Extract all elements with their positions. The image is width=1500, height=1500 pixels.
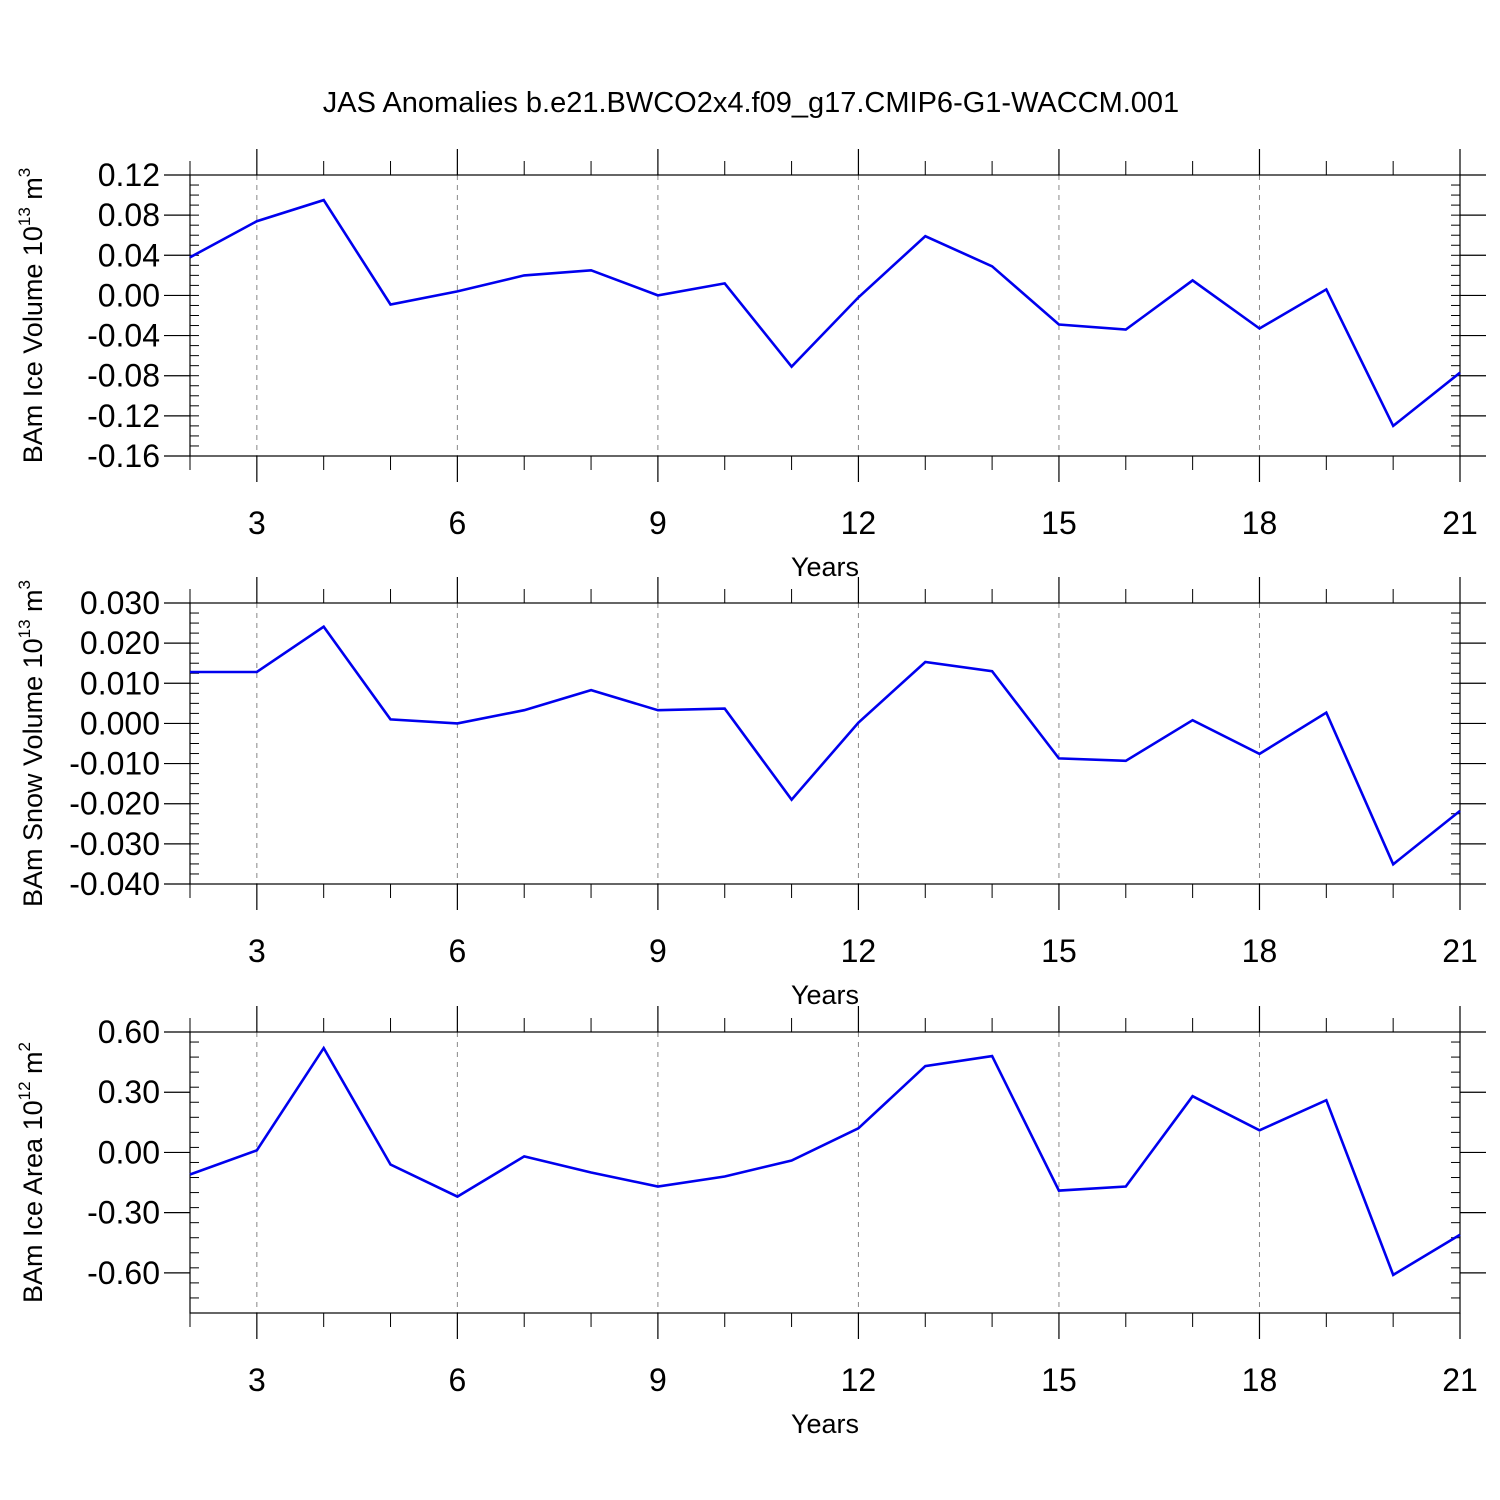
plot-frame <box>189 602 1461 885</box>
x-tick-label: 9 <box>649 505 667 541</box>
y-tick-label: -0.020 <box>69 786 160 822</box>
y-tick-label: 0.030 <box>80 585 160 621</box>
y-tick-label: 0.08 <box>98 197 160 233</box>
y-label-unit: m <box>18 177 48 207</box>
x-tick-label: 3 <box>248 505 266 541</box>
y-axis-label: BAm Ice Area 1012 m2 <box>15 1042 48 1303</box>
x-tick-label: 21 <box>1442 933 1478 969</box>
y-tick-label: 0.12 <box>98 157 160 193</box>
y-tick-label: -0.12 <box>87 398 160 434</box>
y-label-unit: m <box>18 1051 48 1081</box>
x-tick-label: 3 <box>248 933 266 969</box>
panel-3: -0.60 -0.30 0.00 0.30 0.60 3 6 9 12 15 18 21 Years BA… <box>15 1006 1486 1439</box>
x-tick-label: 12 <box>841 505 877 541</box>
x-tick-label: 9 <box>649 1362 667 1398</box>
y-label-exponent: 12 <box>15 1081 34 1100</box>
y-tick-label: 0.04 <box>98 237 160 273</box>
y-label-text: BAm Ice Volume 10 <box>18 226 48 463</box>
y-axis-label: BAm Snow Volume 1013 m3 <box>15 580 48 907</box>
x-tick-label: 12 <box>841 933 877 969</box>
plot-frame <box>189 1031 1461 1314</box>
chart-title: JAS Anomalies b.e21.BWCO2x4.f09_g17.CMIP… <box>323 87 1179 119</box>
series-line <box>189 1045 1461 1277</box>
y-tick-label: 0.010 <box>80 665 160 701</box>
x-tick-label: 6 <box>448 505 466 541</box>
y-tick-label: -0.010 <box>69 746 160 782</box>
y-tick-label: 0.30 <box>98 1074 160 1110</box>
series-line <box>190 624 1461 867</box>
x-tick-label: 15 <box>1041 933 1077 969</box>
y-tick-label: 0.00 <box>98 1134 160 1170</box>
y-tick-label: -0.30 <box>87 1195 160 1231</box>
x-tick-label: 21 <box>1442 505 1478 541</box>
y-label-text: BAm Snow Volume 10 <box>18 638 48 907</box>
y-tick-label: -0.60 <box>87 1255 160 1291</box>
x-tick-label: 12 <box>841 1362 877 1398</box>
panel-1: -0.16 -0.12 -0.08 -0.04 0.00 0.04 0.08 0.12 3 6 9 1… <box>15 149 1486 582</box>
y-label-unit: m <box>18 589 48 619</box>
x-tick-label: 18 <box>1242 505 1278 541</box>
x-tick-label: 9 <box>649 933 667 969</box>
y-tick-label: -0.030 <box>69 826 160 862</box>
y-axis-label: BAm Ice Volume 1013 m3 <box>15 168 48 464</box>
y-tick-label: 0.000 <box>80 705 160 741</box>
x-tick-label: 6 <box>448 1362 466 1398</box>
y-label-unit-exponent: 3 <box>15 168 34 177</box>
series-line <box>189 198 1461 428</box>
y-label-unit-exponent: 3 <box>15 580 34 589</box>
y-tick-label: -0.040 <box>69 866 160 902</box>
x-axis-label: Years <box>791 980 859 1010</box>
y-tick-label: -0.04 <box>87 318 160 354</box>
x-tick-label: 3 <box>248 1362 266 1398</box>
panels: -0.16 -0.12 -0.08 -0.04 0.00 0.04 0.08 0.12 3 6 9 1… <box>15 149 1486 1439</box>
y-label-exponent: 13 <box>15 619 34 638</box>
y-tick-label: -0.08 <box>87 358 160 394</box>
y-tick-label: 0.020 <box>80 625 160 661</box>
y-tick-label: 0.00 <box>98 277 160 313</box>
y-label-exponent: 13 <box>15 207 34 226</box>
y-tick-label: 0.60 <box>98 1014 160 1050</box>
x-tick-label: 15 <box>1041 505 1077 541</box>
x-tick-label: 21 <box>1442 1362 1478 1398</box>
x-axis-label: Years <box>791 552 859 582</box>
panel-2: -0.040 -0.030 -0.020 -0.010 0.000 0.010 0.020 0… <box>15 577 1486 1010</box>
x-tick-label: 15 <box>1041 1362 1077 1398</box>
y-tick-label: -0.16 <box>87 438 160 474</box>
x-axis-label: Years <box>791 1409 859 1439</box>
plot-frame <box>189 174 1461 457</box>
y-label-text: BAm Ice Area 10 <box>18 1100 48 1303</box>
x-tick-label: 6 <box>448 933 466 969</box>
x-tick-label: 18 <box>1242 933 1278 969</box>
x-tick-label: 18 <box>1242 1362 1278 1398</box>
y-label-unit-exponent: 2 <box>15 1042 34 1051</box>
